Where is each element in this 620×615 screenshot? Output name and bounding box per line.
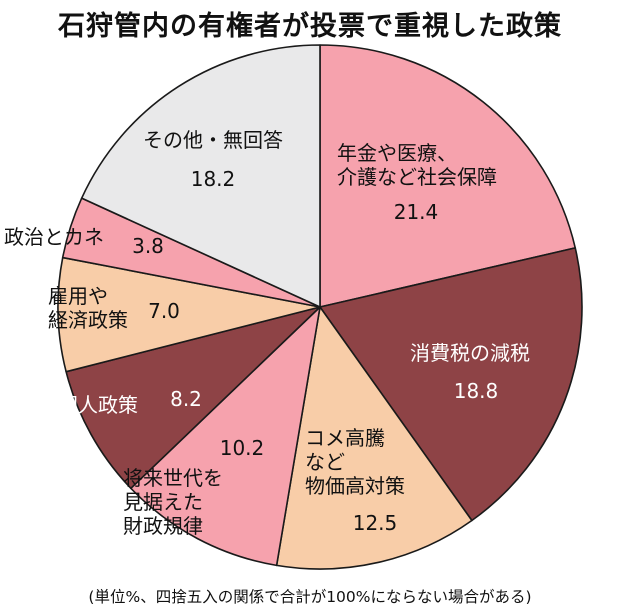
pie-slice-7 xyxy=(80,44,321,308)
slice-value-5: 7.0 xyxy=(148,299,180,323)
pie-slice-0 xyxy=(319,44,577,308)
slice-value-0: 21.4 xyxy=(394,200,439,224)
pie-slice-5 xyxy=(57,256,321,373)
pie-slice-1 xyxy=(319,247,583,522)
chart-title: 石狩管内の有権者が投票で重視した政策 xyxy=(58,11,562,42)
slice-value-1: 18.8 xyxy=(454,379,499,403)
slice-label-6: 政治とカネ xyxy=(4,225,104,249)
slice-value-2: 12.5 xyxy=(353,511,398,535)
slice-value-4: 8.2 xyxy=(170,387,202,411)
slice-label-3: 将来世代を見据えた財政規律 xyxy=(123,466,223,538)
slice-value-3: 10.2 xyxy=(220,436,265,460)
slice-label-0: 年金や医療、介護など社会保障 xyxy=(337,141,497,189)
slice-label-1: 消費税の減税 xyxy=(410,341,530,365)
slice-value-7: 18.2 xyxy=(191,167,236,191)
footnote: (単位%、四捨五入の関係で合計が100%にならない場合がある) xyxy=(88,588,532,606)
slice-label-4: 外国人政策 xyxy=(38,393,138,417)
slice-label-7: その他・無回答 xyxy=(143,128,283,152)
pie-slice-3 xyxy=(130,306,321,567)
slice-label-2: コメ高騰など物価高対策 xyxy=(305,426,405,498)
pie-slice-2 xyxy=(275,306,473,570)
slice-label-5: 雇用や経済政策 xyxy=(48,284,128,332)
pie-slice-4 xyxy=(65,306,321,490)
slice-value-6: 3.8 xyxy=(132,234,164,258)
